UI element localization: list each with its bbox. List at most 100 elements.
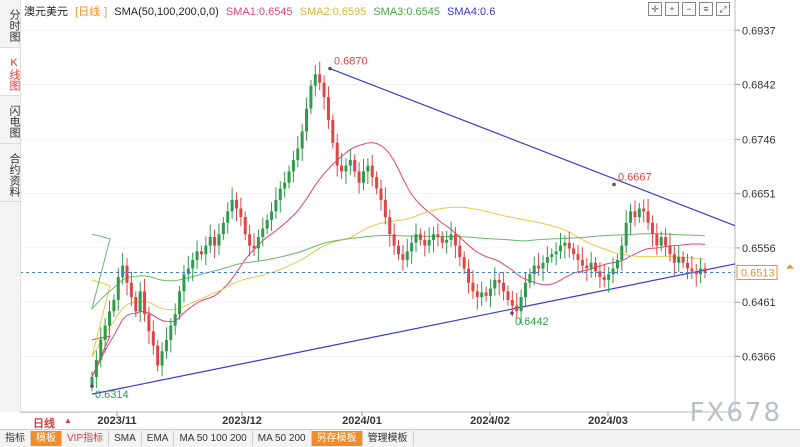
support-trendline: [91, 263, 736, 395]
candle-body: [270, 211, 274, 220]
candle-body: [121, 265, 125, 278]
sma2-line: [91, 206, 706, 357]
bottom-button-3[interactable]: SMA: [109, 431, 142, 446]
candle-body: [703, 268, 707, 273]
candle-body: [545, 257, 549, 263]
dropdown-arrow-icon[interactable]: ▲: [64, 416, 72, 425]
candle-body: [213, 237, 217, 246]
candle-body: [112, 299, 116, 312]
candle-body: [668, 245, 672, 255]
candle-body: [506, 291, 510, 300]
candle-body: [567, 242, 571, 249]
side-tab-0[interactable]: 分时图: [0, 0, 20, 48]
candle-body: [502, 282, 506, 292]
candle-body: [318, 74, 322, 83]
resistance-trendline: [329, 67, 736, 227]
bottom-button-2[interactable]: VIP指标: [62, 431, 110, 446]
annotation-marker: [328, 66, 332, 71]
candle-body: [510, 299, 514, 306]
candle-body: [134, 297, 138, 312]
candle-body: [572, 248, 576, 255]
side-tab-bar: 分时图 K线图 闪电图 合约资料: [0, 0, 21, 412]
bottom-toolbar: 指标 模板 VIP指标 SMA EMA MA 50 100 200 MA 50 200 另存模…: [0, 429, 800, 447]
candle-body: [449, 234, 453, 240]
period-label-legend: [日线]: [75, 6, 108, 18]
candle-body: [208, 237, 212, 246]
y-tick-label: 0.6556: [742, 243, 776, 255]
alert-up-icon: [786, 264, 794, 269]
side-tab-3[interactable]: 合约资料: [0, 144, 20, 202]
bottom-button-7[interactable]: 另存模板: [311, 431, 363, 446]
bottom-button-0[interactable]: 指标: [0, 431, 31, 446]
candle-body: [99, 339, 103, 360]
zoom-in-icon[interactable]: +: [665, 2, 679, 16]
bottom-button-8[interactable]: 管理模板: [363, 431, 414, 446]
sma2-value: SMA2:0.6595: [299, 6, 367, 18]
x-tick-label: 2024/02: [470, 415, 510, 427]
price-tag-box: [736, 264, 778, 280]
candle-body: [296, 148, 300, 160]
price-tag-label: 0.6513: [741, 267, 775, 279]
candle-body: [370, 165, 374, 178]
candle-body: [550, 254, 554, 258]
period-selector[interactable]: 日线 ▲: [20, 412, 80, 430]
candle-body: [672, 254, 676, 263]
candle-body: [458, 245, 462, 258]
side-tab-1[interactable]: K线图: [0, 48, 20, 96]
candle-body: [659, 237, 663, 246]
candle-body: [103, 325, 107, 340]
candle-body: [221, 222, 225, 235]
sma-settings[interactable]: SMA(50,100,200,0,0): [114, 6, 219, 18]
candle-body: [580, 259, 584, 266]
zoom-out-icon[interactable]: −: [682, 2, 696, 16]
candle-body: [283, 182, 287, 189]
candle-body: [615, 259, 619, 269]
fullscreen-icon[interactable]: ⤢: [716, 2, 730, 16]
period-selector-label[interactable]: 日线: [33, 418, 55, 430]
candle-body: [366, 165, 370, 172]
candle-body: [528, 274, 532, 283]
bottom-button-1[interactable]: 模板: [31, 431, 62, 446]
crosshair-icon[interactable]: ✛: [648, 2, 662, 16]
candle-body: [326, 97, 330, 120]
candle-body: [191, 259, 195, 269]
candle-body: [664, 237, 668, 246]
candle-body: [243, 217, 247, 235]
candle-body: [265, 219, 269, 229]
candle-body: [125, 265, 129, 283]
candle-body: [129, 282, 133, 298]
candle-body: [199, 251, 203, 255]
candle-body: [226, 211, 230, 223]
candle-body: [563, 242, 567, 246]
watermark: FX678: [689, 398, 782, 428]
bottom-button-6[interactable]: MA 50 200: [253, 431, 312, 446]
candle-body: [423, 239, 427, 246]
candle-body: [195, 251, 199, 260]
candle-body: [585, 265, 589, 269]
y-tick-label: 0.6746: [742, 134, 776, 146]
period-text: 日线: [78, 6, 101, 18]
y-tick-label: 0.6651: [742, 189, 776, 201]
candle-body: [383, 199, 387, 218]
settings-icon[interactable]: ≡: [699, 2, 713, 16]
candle-body: [252, 245, 256, 249]
annotation-marker: [510, 311, 514, 315]
candle-body: [440, 237, 444, 243]
candle-body: [217, 234, 221, 246]
annotation-low: 0.6314: [95, 389, 129, 401]
candle-body: [611, 268, 615, 275]
candle-body: [427, 239, 431, 246]
bottom-button-5[interactable]: MA 50 100 200: [174, 431, 253, 446]
side-tab-2[interactable]: 闪电图: [0, 96, 20, 144]
bottom-button-4[interactable]: EMA: [142, 431, 175, 446]
candle-body: [239, 208, 243, 218]
annotations: 0.6870 0.6314 0.6442 0.6667: [90, 56, 652, 401]
candle-body: [467, 268, 471, 283]
candle-body: [497, 279, 501, 283]
candle-body: [655, 234, 659, 246]
candle-body: [541, 262, 545, 269]
candle-body: [418, 234, 422, 240]
candle-body: [305, 108, 309, 132]
candle-body: [462, 257, 466, 269]
